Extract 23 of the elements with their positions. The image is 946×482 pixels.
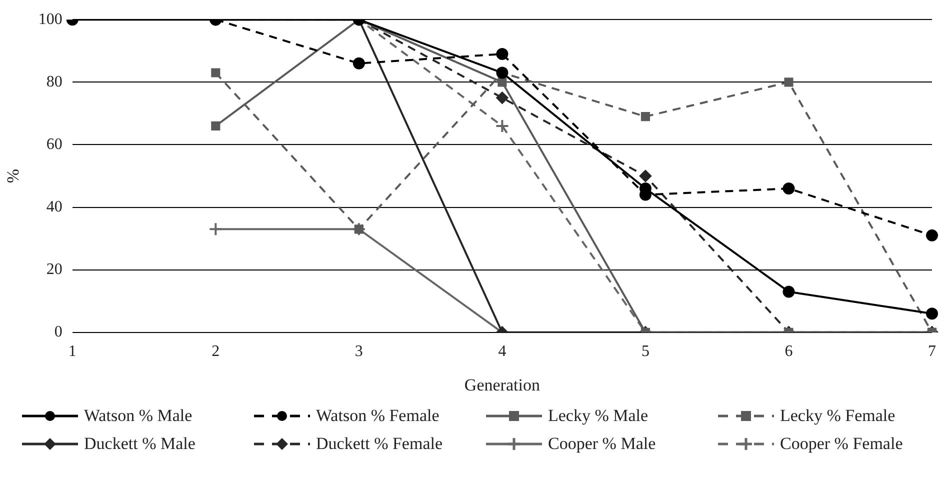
y-tick-label: 60 <box>46 136 62 153</box>
legend-label: Duckett % Male <box>84 434 196 454</box>
x-tick-label: 6 <box>784 343 793 360</box>
legend-label: Watson % Female <box>316 406 440 426</box>
legend-label: Duckett % Female <box>316 434 443 454</box>
y-axis-title: % <box>4 168 23 184</box>
y-tick-label: 20 <box>46 261 62 278</box>
x-tick-label: 4 <box>498 343 506 360</box>
x-tick-label: 7 <box>928 343 936 360</box>
x-axis-title: Generation <box>464 375 540 394</box>
y-tick-label: 80 <box>46 73 62 90</box>
legend-label: Watson % Male <box>84 406 192 426</box>
legend-label: Cooper % Female <box>780 434 903 454</box>
legend-label: Lecky % Male <box>548 406 648 426</box>
x-tick-label: 3 <box>354 343 363 360</box>
y-tick-label: 0 <box>54 324 62 341</box>
legend-label: Cooper % Male <box>548 434 656 454</box>
x-tick-label: 5 <box>641 343 650 360</box>
x-tick-label: 2 <box>212 343 220 360</box>
y-tick-label: 100 <box>38 10 62 28</box>
legend-label: Lecky % Female <box>780 406 896 426</box>
x-tick-label: 1 <box>68 343 76 360</box>
y-tick-label: 40 <box>46 198 62 216</box>
